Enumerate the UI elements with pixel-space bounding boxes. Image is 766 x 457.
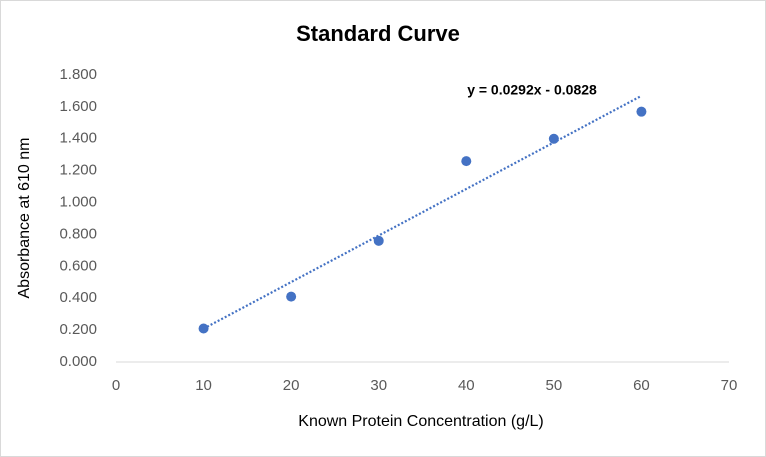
trendline <box>203 94 642 330</box>
y-tick-label: 1.800 <box>59 66 97 83</box>
x-tick-label: 20 <box>283 377 300 394</box>
y-tick-label: 0.400 <box>59 289 97 306</box>
data-point <box>636 106 647 117</box>
y-tick-label: 1.000 <box>59 194 97 211</box>
x-tick-label: 10 <box>195 377 212 394</box>
trendline-equation: y = 0.0292x - 0.0828 <box>467 82 597 98</box>
data-point <box>461 156 472 167</box>
y-tick-label: 0.600 <box>59 257 97 274</box>
x-tick-label: 70 <box>721 377 738 394</box>
x-tick-label: 30 <box>370 377 387 394</box>
x-tick-label: 40 <box>458 377 475 394</box>
y-tick-label: 0.000 <box>59 353 97 370</box>
data-point <box>286 291 297 302</box>
x-tick-label: 50 <box>546 377 563 394</box>
y-tick-label: 0.800 <box>59 225 97 242</box>
y-tick-label: 0.200 <box>59 321 97 338</box>
y-tick-label: 1.400 <box>59 130 97 147</box>
x-tick-label: 60 <box>633 377 650 394</box>
x-tick-label: 0 <box>112 377 120 394</box>
y-tick-label: 1.600 <box>59 98 97 115</box>
data-point <box>548 133 559 144</box>
x-axis-label: Known Protein Concentration (g/L) <box>298 413 543 430</box>
y-tick-label: 1.200 <box>59 162 97 179</box>
data-point <box>198 323 209 334</box>
y-axis-label: Absorbance at 610 nm <box>16 138 33 299</box>
data-point <box>373 235 384 246</box>
chart-title: Standard Curve <box>296 21 460 46</box>
